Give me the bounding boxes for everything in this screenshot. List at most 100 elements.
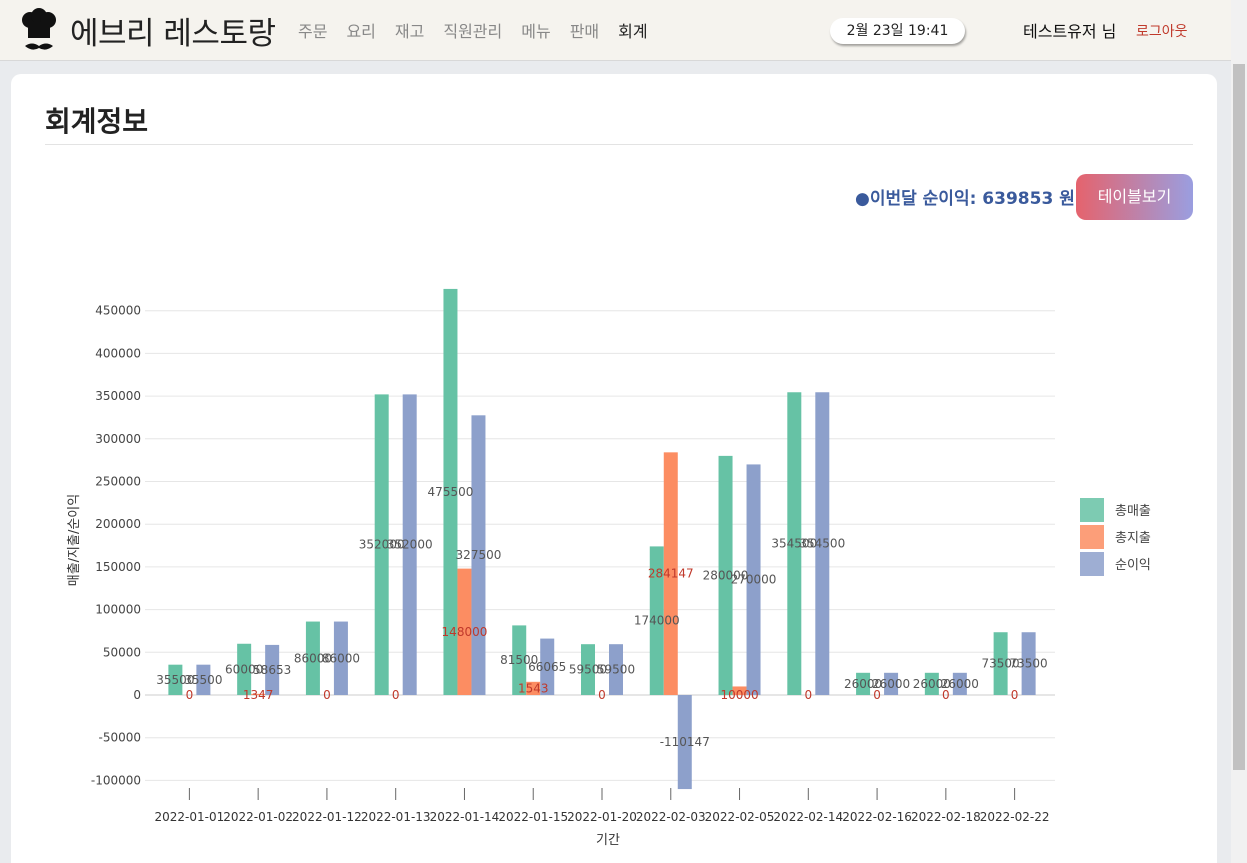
data-label: 73500 — [1010, 657, 1048, 671]
bar-sales — [856, 672, 871, 695]
data-label: 58653 — [253, 663, 291, 677]
legend-label: 순이익 — [1115, 558, 1151, 573]
menu-item-menu[interactable]: 메뉴 — [521, 22, 551, 41]
bar-sales — [649, 546, 664, 695]
bar-profit — [402, 394, 417, 695]
menu-item-sales[interactable]: 판매 — [569, 22, 600, 41]
bar-profit — [609, 644, 623, 695]
bar-profit — [677, 695, 692, 790]
y-tick-label: 150000 — [95, 560, 141, 574]
data-label: 352000 — [359, 538, 405, 552]
bar-sales — [512, 625, 527, 695]
y-tick-label: 50000 — [103, 645, 141, 659]
bar-profit — [333, 621, 348, 695]
menu-item-cooking[interactable]: 요리 — [346, 22, 376, 41]
x-tick-label: 2022-02-18 — [911, 810, 981, 824]
x-tick-label: 2022-02-16 — [842, 810, 912, 824]
main-menu: 주문 요리 재고 직원관리 메뉴 판매 회계 — [298, 18, 667, 42]
bar-profit — [265, 644, 280, 695]
data-label: 81500 — [500, 653, 538, 667]
x-tick-label: 2022-01-13 — [361, 810, 431, 824]
data-label: 73500 — [982, 657, 1020, 671]
bar-sales — [443, 288, 458, 695]
data-label: 148000 — [442, 625, 488, 639]
data-label: 26000 — [844, 677, 882, 691]
x-axis-title: 기간 — [596, 833, 620, 848]
bar-sales — [237, 643, 252, 695]
monthly-profit-label: ●이번달 순이익: 639853 원 — [855, 189, 1075, 209]
scrollbar-thumb[interactable] — [1233, 64, 1245, 770]
data-label: 86000 — [322, 651, 360, 665]
y-axis-title: 매출/지출/순이익 — [67, 494, 82, 586]
bar-sales — [924, 672, 939, 695]
logout-link[interactable]: 로그아웃 — [1136, 24, 1188, 40]
data-label: 26000 — [913, 677, 951, 691]
menu-item-inventory[interactable]: 재고 — [394, 22, 425, 41]
bar-expense — [457, 568, 472, 695]
data-label: 174000 — [634, 614, 680, 628]
page-scrollbar[interactable] — [1231, 0, 1247, 863]
bar-profit — [1021, 632, 1036, 695]
bar-sales — [581, 644, 595, 695]
data-label: 0 — [186, 688, 194, 702]
bar-expense — [526, 681, 541, 695]
data-label: 327500 — [456, 548, 502, 562]
data-label: 26000 — [941, 677, 979, 691]
data-label: 60000 — [225, 662, 263, 676]
bar-profit — [196, 664, 211, 695]
data-label: 284147 — [648, 567, 694, 581]
clock-display: 2월 23일 19:41 — [830, 18, 965, 44]
table-view-button[interactable]: 테이블보기 — [1076, 174, 1193, 220]
brand-title[interactable]: 에브리 레스토랑 — [70, 16, 276, 52]
x-tick-label: 2022-02-22 — [980, 810, 1050, 824]
accounting-card: 회계정보 ●이번달 순이익: 639853 원 테이블보기 — [11, 74, 1217, 863]
y-tick-label: -50000 — [98, 731, 141, 745]
legend-swatch — [1080, 525, 1104, 549]
y-tick-label: 250000 — [95, 475, 141, 489]
chef-hat-logo-icon[interactable] — [20, 8, 58, 54]
bar-expense — [663, 452, 678, 695]
title-divider — [45, 144, 1193, 145]
data-label: 35500 — [156, 673, 194, 687]
bar-sales — [993, 632, 1008, 695]
data-label: 475500 — [428, 485, 474, 499]
y-tick-label: 450000 — [95, 304, 141, 318]
bar-expense — [251, 693, 266, 695]
y-tick-label: 0 — [133, 688, 141, 702]
bar-sales — [168, 664, 183, 695]
bar-profit — [540, 638, 555, 695]
x-tick-label: 2022-01-02 — [223, 810, 293, 824]
y-tick-label: 350000 — [95, 389, 141, 403]
data-label: 59500 — [597, 663, 635, 677]
bar-profit — [815, 392, 830, 695]
menu-item-staff[interactable]: 직원관리 — [443, 22, 503, 41]
y-tick-label: 300000 — [95, 432, 141, 446]
y-tick-label: 400000 — [95, 346, 141, 360]
data-label: 0 — [598, 688, 606, 702]
data-label: 66065 — [528, 660, 566, 674]
x-tick-label: 2022-02-05 — [705, 810, 775, 824]
y-tick-label: -100000 — [91, 773, 141, 787]
bar-profit — [471, 415, 486, 695]
bar-profit — [952, 672, 967, 695]
bar-sales — [787, 392, 802, 695]
data-label: 1347 — [243, 688, 274, 702]
legend-label: 총매출 — [1115, 504, 1151, 519]
bar-profit — [884, 672, 899, 695]
bar-sales — [718, 455, 733, 695]
data-label: 59500 — [569, 663, 607, 677]
data-label: 354500 — [771, 537, 817, 551]
x-tick-label: 2022-01-14 — [430, 810, 500, 824]
x-tick-label: 2022-02-03 — [636, 810, 706, 824]
y-tick-label: 100000 — [95, 603, 141, 617]
top-navbar: 에브리 레스토랑 주문 요리 재고 직원관리 메뉴 판매 회계 2월 23일 1… — [0, 0, 1247, 61]
data-label: 35500 — [184, 673, 222, 687]
data-label: 26000 — [872, 677, 910, 691]
x-tick-label: 2022-01-12 — [292, 810, 362, 824]
menu-item-order[interactable]: 주문 — [298, 22, 328, 41]
page-title: 회계정보 — [45, 105, 149, 138]
legend-swatch — [1080, 498, 1104, 522]
menu-item-accounting[interactable]: 회계 — [618, 22, 648, 41]
data-label: -110147 — [660, 735, 710, 749]
legend-label: 총지출 — [1115, 531, 1151, 546]
